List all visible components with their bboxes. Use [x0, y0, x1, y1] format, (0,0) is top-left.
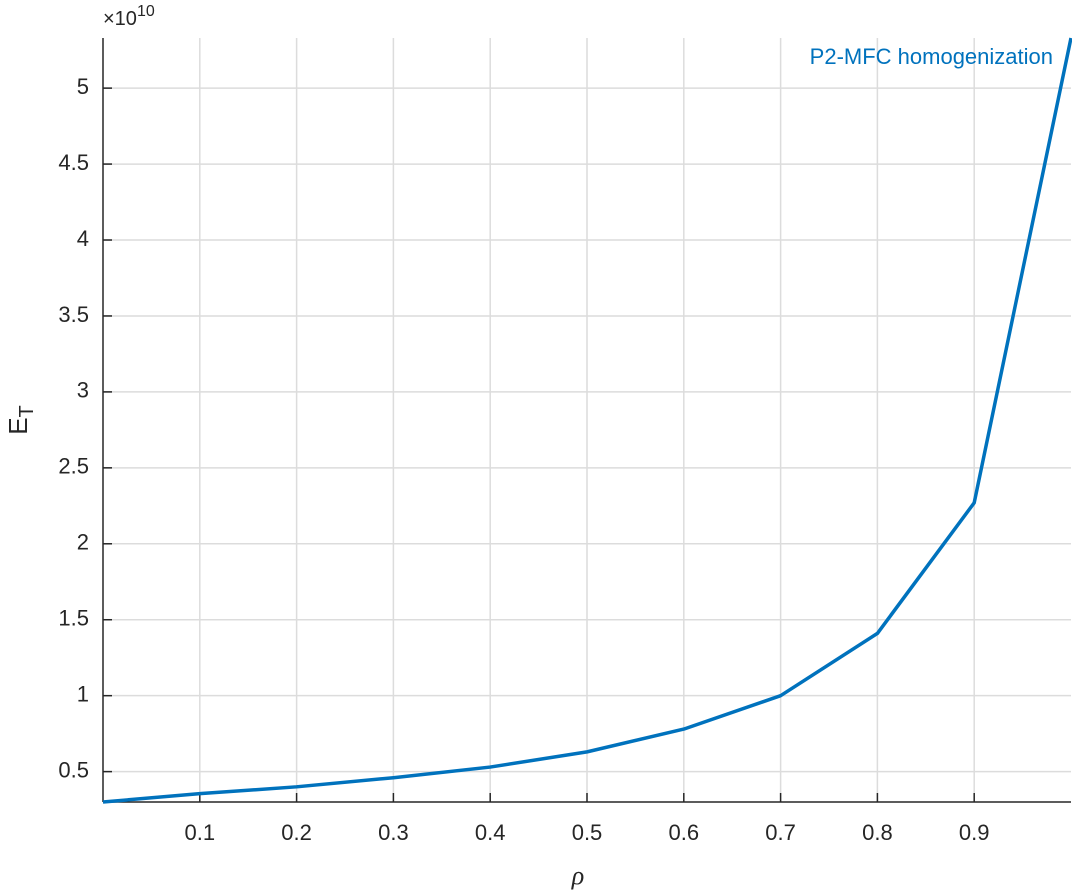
data-line: [102, 37, 1072, 804]
x-tick-label: 0.7: [765, 820, 796, 845]
x-tick-label: 0.6: [669, 820, 700, 845]
y-tick-label: 4: [77, 226, 89, 251]
y-tick-label: 4.5: [58, 150, 89, 175]
x-tick-label: 0.9: [959, 820, 990, 845]
y-tick-label: 1.5: [58, 606, 89, 631]
y-label-base: E: [3, 417, 33, 434]
y-tick-label: 0.5: [58, 757, 89, 782]
y-tick-label: 2: [77, 530, 89, 555]
exponent-power: 10: [137, 3, 155, 20]
y-axis-label: ET: [3, 405, 38, 435]
x-tick-label: 0.8: [862, 820, 893, 845]
y-tick-label: 1: [77, 681, 89, 706]
y-tick-label: 3.5: [58, 302, 89, 327]
exponent-base: ×10: [103, 8, 137, 30]
y-tick-label: 5: [77, 74, 89, 99]
x-tick-label: 0.4: [475, 820, 506, 845]
x-axis-label: ρ: [571, 861, 584, 890]
x-tick-label: 0.2: [281, 820, 312, 845]
x-tick-label: 0.5: [572, 820, 603, 845]
legend-label: P2-MFC homogenization: [810, 44, 1053, 69]
x-tick-label: 0.1: [185, 820, 216, 845]
y-label-sub: T: [16, 405, 38, 417]
y-tick-label: 3: [77, 378, 89, 403]
y-exponent: ×1010: [103, 3, 155, 30]
x-tick-label: 0.3: [378, 820, 409, 845]
y-tick-label: 2.5: [58, 454, 89, 479]
